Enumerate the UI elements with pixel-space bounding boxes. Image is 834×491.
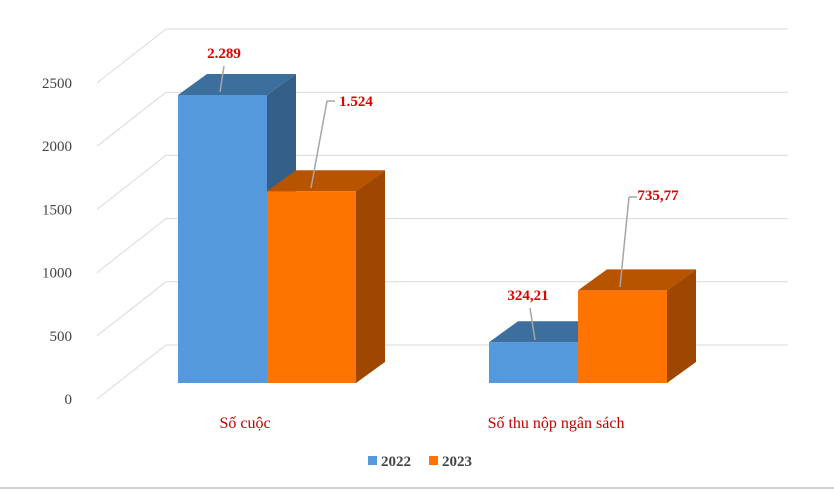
data-label: 324,21	[507, 288, 548, 304]
data-label-leader	[219, 65, 225, 93]
y-tick-label: 2000	[42, 139, 72, 155]
bar-side	[667, 269, 696, 383]
gridline-diagonal	[96, 155, 167, 210]
data-label-leader	[619, 196, 630, 288]
bar	[489, 342, 578, 383]
data-label: 735,77	[637, 188, 679, 204]
data-labels: 2.289 1.524 324,21 735,77	[207, 46, 679, 341]
bar-top	[489, 321, 607, 343]
x-axis: Số cuộc Số thu nộp ngân sách	[219, 415, 624, 432]
gridline-diagonal	[96, 281, 167, 337]
data-label-leader	[529, 307, 536, 341]
y-tick-label: 1000	[42, 266, 72, 282]
y-tick-label: 1500	[42, 202, 72, 218]
y-tick-label: 500	[50, 329, 73, 345]
bar-side	[356, 170, 385, 383]
legend-swatch	[429, 456, 438, 465]
x-category-label: Số cuộc	[219, 415, 270, 432]
legend: 2022 2023	[368, 454, 472, 470]
bar	[267, 191, 356, 383]
y-axis: 0 500 1000 1500 2000 2500	[42, 76, 72, 408]
gridline-diagonal	[96, 218, 167, 273]
bars	[178, 74, 696, 383]
legend-swatch	[368, 456, 377, 465]
y-tick-label: 0	[65, 392, 73, 408]
data-label: 2.289	[207, 46, 241, 62]
x-category-label: Số thu nộp ngân sách	[488, 415, 625, 432]
y-tick-label: 2500	[42, 76, 72, 92]
bar	[178, 95, 267, 383]
bar	[578, 290, 667, 383]
bar-top	[578, 269, 696, 291]
bar-top	[267, 170, 385, 192]
data-label: 1.524	[339, 94, 373, 110]
bar-top	[178, 74, 296, 95]
data-label-leader	[310, 100, 328, 189]
legend-label: 2023	[442, 454, 472, 470]
gridline-diagonal	[96, 91, 167, 147]
gridline-diagonal	[96, 28, 167, 84]
gridline-diagonal	[96, 344, 167, 400]
legend-label: 2022	[381, 454, 411, 470]
